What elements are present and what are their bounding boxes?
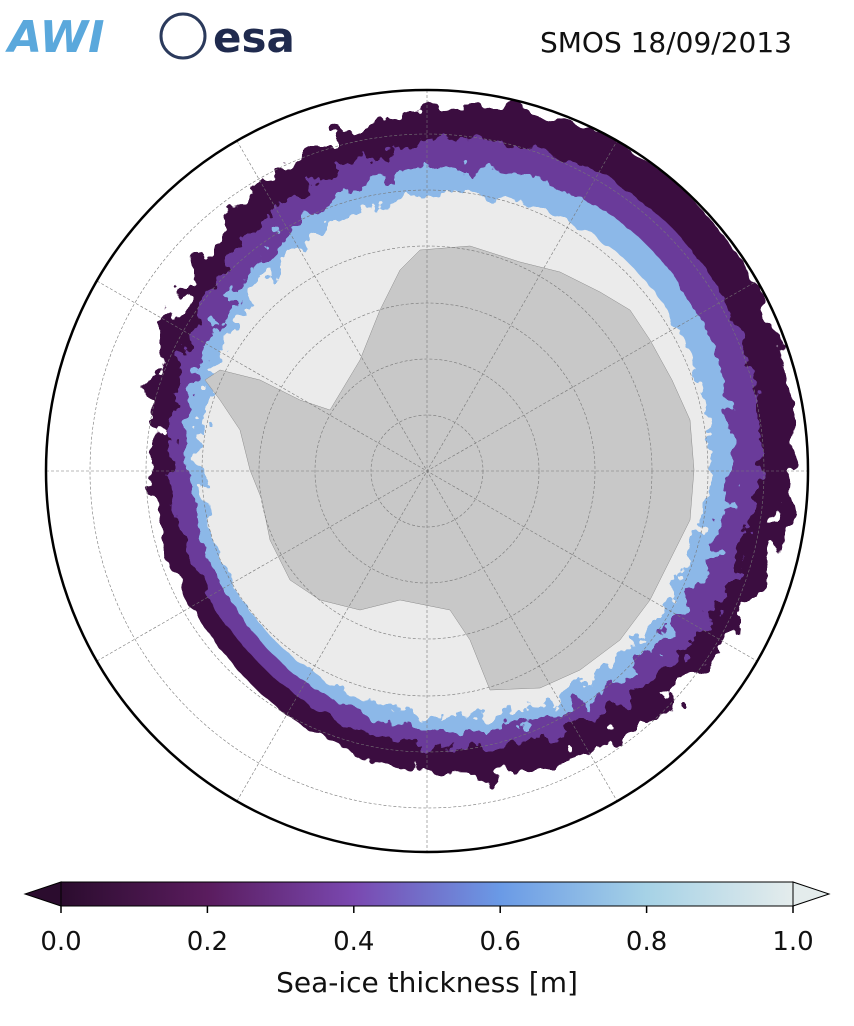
colorbar-tick-label: 0.2 [187, 927, 228, 957]
logo-esa: esa [213, 13, 295, 62]
antarctica [204, 245, 695, 691]
logo-awi: AWI [5, 12, 105, 63]
colorbar-tick-label: 0.6 [480, 927, 521, 957]
colorbar-tick-label: 0.8 [626, 927, 667, 957]
graticule [46, 90, 808, 852]
colorbar-label: Sea-ice thickness [m] [276, 966, 578, 999]
map [46, 90, 808, 852]
colorbar-tick-label: 1.0 [772, 927, 813, 957]
colorbar [23, 881, 831, 907]
logo-esa-mark [159, 12, 207, 60]
map-frame [44, 88, 810, 854]
colorbar-gradient [60, 881, 794, 907]
colorbar-tick-label: 0.4 [333, 927, 374, 957]
title: SMOS 18/09/2013 [540, 26, 792, 59]
colorbar-tick-label: 0.0 [40, 927, 81, 957]
